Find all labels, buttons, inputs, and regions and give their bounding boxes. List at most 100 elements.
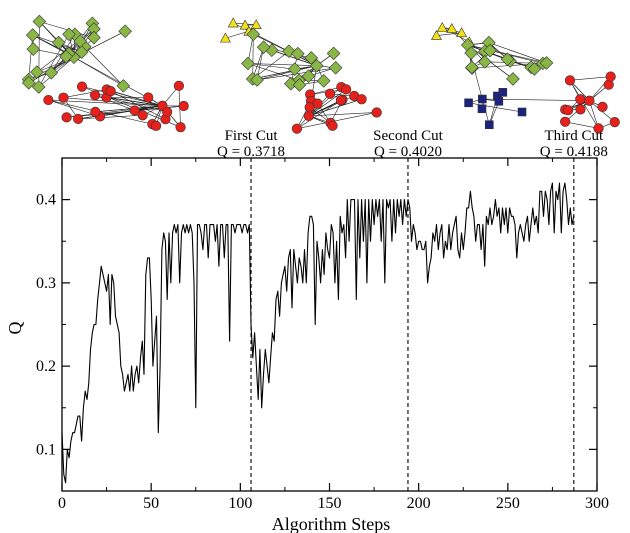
network-edge	[66, 105, 163, 118]
node-square	[477, 104, 487, 114]
node-diamond	[291, 46, 305, 61]
node-circle	[175, 122, 186, 133]
network-edge	[247, 63, 317, 66]
node-diamond	[26, 42, 41, 56]
network-edge	[468, 102, 523, 113]
x-tick-label: 250	[496, 495, 520, 512]
node-triangle	[430, 29, 443, 40]
node-diamond	[250, 73, 264, 87]
node-diamond	[304, 51, 318, 65]
cut-label: Third Cut	[544, 128, 604, 144]
node-diamond	[482, 35, 496, 50]
x-tick-label: 50	[143, 495, 159, 512]
node-circle	[150, 120, 162, 131]
network-edge	[442, 27, 470, 43]
plot-axes: 0 50 100 150 200 250 300 0.1 0.2 0.3 0.4	[36, 157, 609, 512]
network-edge	[256, 65, 317, 81]
network-edge	[252, 65, 317, 80]
cut-q-value: Q = 0.4020	[374, 144, 442, 160]
node-circle	[90, 106, 101, 117]
node-diamond	[326, 46, 341, 61]
y-tick-label: 0.2	[36, 358, 56, 375]
network-edge	[488, 42, 547, 64]
network-edge	[308, 86, 342, 117]
node-diamond	[527, 62, 542, 76]
x-axis-title: Algorithm Steps	[272, 514, 391, 533]
network-edge	[310, 86, 342, 95]
node-square	[484, 120, 494, 130]
node-circle	[575, 94, 586, 105]
node-circle	[73, 113, 84, 125]
node-circle	[564, 75, 576, 86]
node-diamond	[316, 74, 331, 88]
network-edge	[32, 34, 69, 54]
network-edge	[252, 47, 264, 80]
x-tick-label: 150	[318, 495, 342, 512]
node-circle	[327, 120, 338, 131]
node-diamond	[31, 80, 46, 94]
y-tick-label: 0.4	[36, 192, 56, 209]
plot-frame	[61, 157, 598, 492]
network-edge	[252, 51, 290, 80]
cut-q-value: Q = 0.4188	[540, 144, 608, 160]
y-axis-title: Q	[5, 322, 25, 335]
network-edge	[28, 35, 34, 80]
y-tick-label: 0.3	[36, 275, 56, 292]
node-diamond	[284, 76, 298, 91]
node-square	[494, 97, 504, 106]
network-edge	[569, 80, 599, 129]
x-tick-label: 300	[585, 495, 609, 512]
network-thumbnails	[21, 14, 620, 134]
node-triangle	[446, 22, 458, 33]
node-circle	[76, 81, 88, 92]
node-circle	[61, 112, 72, 123]
node-diamond	[464, 46, 478, 60]
network-edge	[78, 114, 143, 120]
node-diamond	[241, 56, 255, 71]
plot-area	[61, 182, 575, 484]
node-circle	[356, 94, 367, 105]
node-diamond	[59, 49, 73, 64]
node-square	[478, 94, 487, 104]
node-diamond	[87, 22, 101, 36]
node-triangle	[456, 27, 468, 38]
network-edge	[48, 99, 163, 107]
node-diamond	[287, 62, 302, 76]
node-diamond	[256, 40, 271, 55]
node-circle	[341, 84, 352, 95]
node-circle	[560, 116, 571, 127]
x-tick-label: 0	[58, 495, 66, 512]
node-square	[464, 98, 473, 108]
node-circle	[563, 105, 574, 116]
x-tick-label: 200	[407, 495, 431, 512]
node-diamond	[21, 76, 36, 90]
node-diamond	[539, 56, 554, 70]
node-diamond	[292, 78, 307, 92]
node-diamond	[118, 24, 132, 39]
x-tick-label: 100	[228, 495, 252, 512]
network-four-communities	[430, 22, 620, 134]
node-diamond	[478, 55, 492, 69]
network-edge	[84, 46, 124, 87]
node-circle	[178, 100, 189, 112]
node-circle	[605, 71, 616, 82]
node-circle	[58, 92, 69, 103]
series-line	[61, 182, 575, 484]
node-circle	[575, 104, 586, 115]
node-circle	[609, 117, 620, 128]
node-circle	[593, 123, 604, 134]
network-edge	[247, 63, 295, 70]
node-circle	[324, 88, 336, 99]
network-edge	[95, 105, 163, 113]
node-circle	[371, 107, 382, 118]
node-diamond	[87, 30, 101, 45]
node-diamond	[32, 14, 47, 29]
network-three-communities	[219, 17, 382, 134]
node-triangle	[239, 19, 251, 30]
y-tick-label: 0.1	[36, 441, 56, 458]
network-edge	[569, 76, 611, 81]
node-circle	[137, 110, 148, 121]
network-edge	[81, 86, 163, 107]
node-circle	[89, 90, 101, 101]
